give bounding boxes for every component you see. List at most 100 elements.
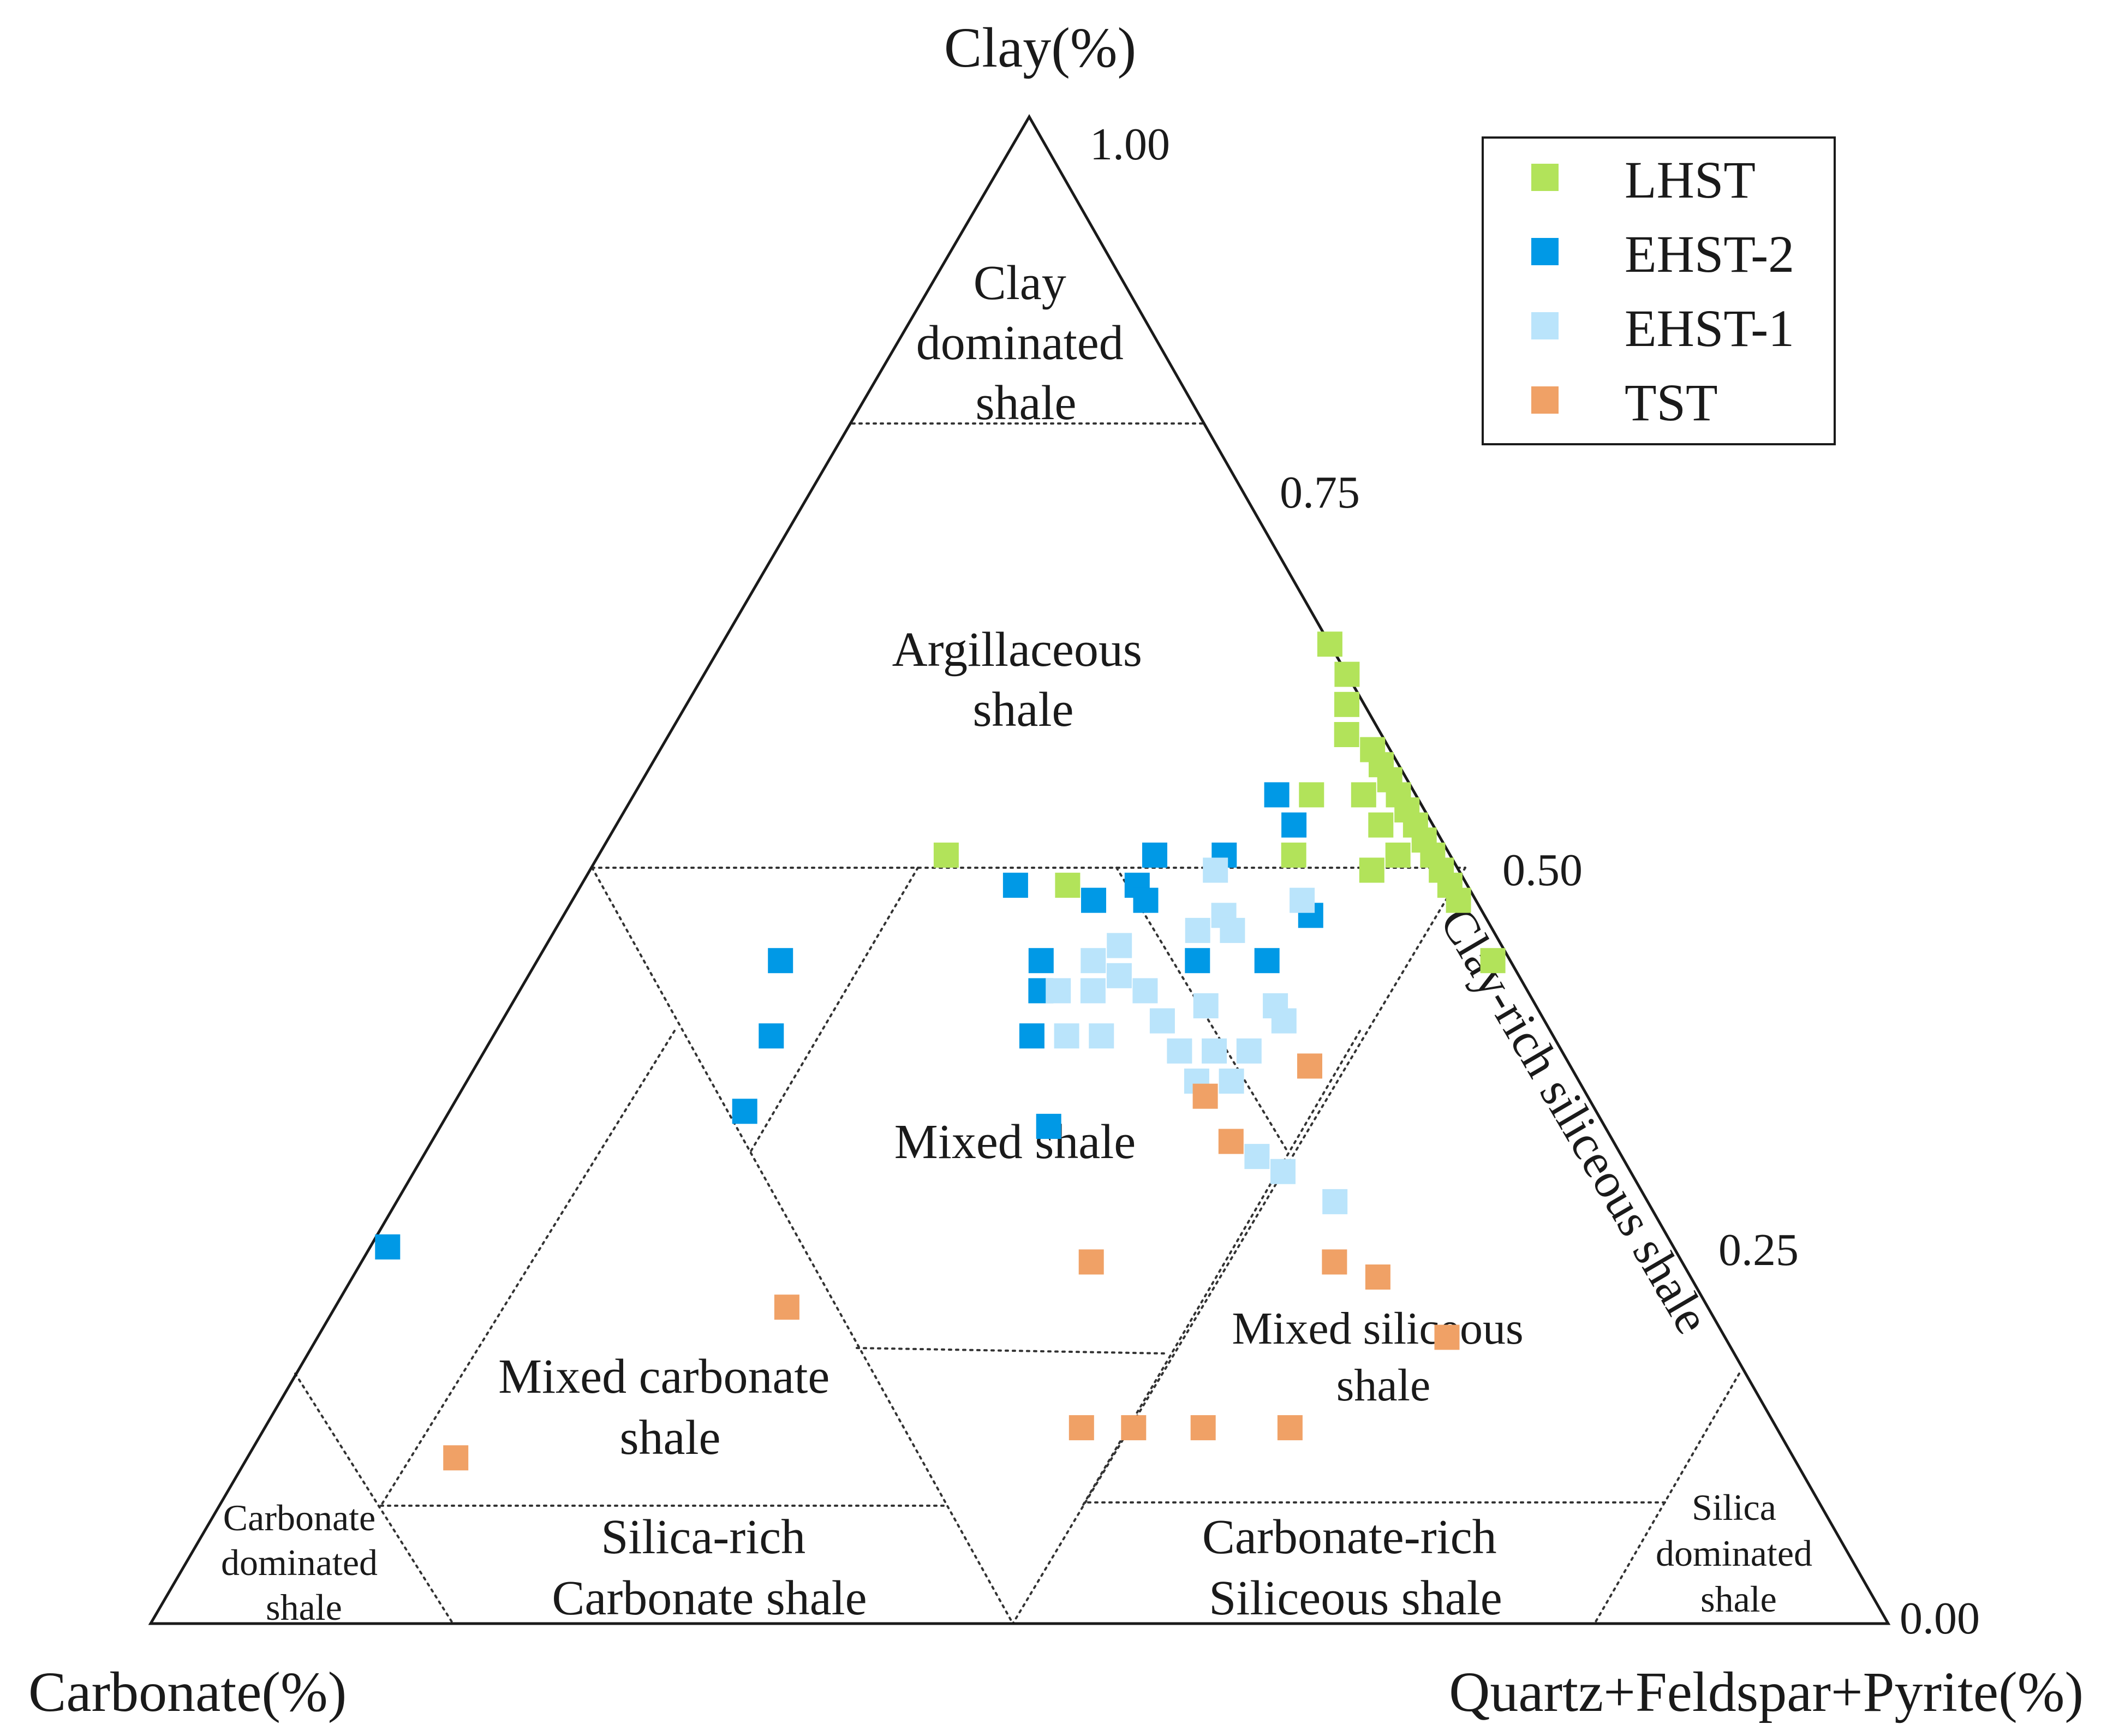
data-point-ehst-1 bbox=[1219, 1069, 1244, 1094]
data-point-lhst bbox=[1299, 782, 1324, 808]
data-point-lhst bbox=[1334, 691, 1359, 717]
data-point-lhst bbox=[1385, 842, 1411, 868]
data-point-ehst-1 bbox=[1220, 917, 1245, 943]
boundary-mixed-inner-left bbox=[591, 867, 1014, 1625]
region-label-carbonate-rich-siliceous: Carbonate-rich Siliceous shale bbox=[1202, 1510, 1509, 1625]
data-point-ehst-2 bbox=[732, 1099, 757, 1124]
data-point-ehst-2 bbox=[1036, 1113, 1061, 1139]
data-point-ehst-1 bbox=[1322, 1189, 1348, 1214]
data-point-tst bbox=[1069, 1415, 1094, 1441]
legend-label-lhst: LHST bbox=[1625, 151, 1756, 209]
data-points bbox=[375, 631, 1506, 1471]
data-point-tst bbox=[1277, 1415, 1303, 1441]
data-point-ehst-2 bbox=[759, 1023, 784, 1049]
tick-label: 0.50 bbox=[1502, 845, 1583, 896]
data-point-tst bbox=[1365, 1264, 1390, 1290]
tick-label: 0.25 bbox=[1718, 1225, 1799, 1275]
data-point-ehst-1 bbox=[1167, 1038, 1192, 1064]
data-point-ehst-1 bbox=[1107, 933, 1132, 958]
boundary-mixed-inner-right bbox=[1012, 867, 1466, 1625]
region-label-clay-rich-siliceous: Clay-rich siliceous shale bbox=[1430, 898, 1720, 1343]
boundary-siliceous-right bbox=[1082, 1030, 1361, 1507]
axis-title-top: Clay(%) bbox=[944, 16, 1136, 79]
data-point-lhst bbox=[1281, 842, 1306, 868]
region-label-carbonate-dominated: Carbonate dominated shale bbox=[221, 1497, 387, 1628]
data-point-ehst-1 bbox=[1185, 917, 1210, 943]
data-point-ehst-1 bbox=[1132, 978, 1158, 1004]
data-point-ehst-2 bbox=[1081, 887, 1106, 913]
axis-title-left: Carbonate(%) bbox=[28, 1661, 347, 1723]
data-point-lhst bbox=[1480, 948, 1506, 974]
boundary-mid-bottom bbox=[856, 1347, 1165, 1355]
axis-title-right: Quartz+Feldspar+Pyrite(%) bbox=[1449, 1661, 2084, 1723]
data-point-ehst-1 bbox=[1106, 963, 1132, 988]
data-point-ehst-2 bbox=[1002, 873, 1028, 898]
tick-label: 1.00 bbox=[1090, 119, 1170, 170]
data-point-tst bbox=[1218, 1129, 1244, 1154]
legend-label-tst: TST bbox=[1625, 373, 1718, 432]
region-label-clay-dominated: Clay dominated shale bbox=[916, 256, 1136, 430]
legend-swatch-lhst bbox=[1531, 164, 1559, 191]
data-point-lhst bbox=[1334, 661, 1360, 687]
data-point-ehst-1 bbox=[1193, 993, 1219, 1018]
data-point-tst bbox=[443, 1445, 469, 1471]
data-point-tst bbox=[1297, 1053, 1322, 1079]
data-point-ehst-2 bbox=[1133, 887, 1159, 913]
data-point-tst bbox=[774, 1294, 799, 1320]
data-point-ehst-2 bbox=[1019, 1023, 1044, 1049]
data-point-tst bbox=[1078, 1249, 1104, 1275]
data-point-ehst-2 bbox=[375, 1234, 401, 1260]
data-point-ehst-1 bbox=[1290, 887, 1315, 913]
tick-label: 0.00 bbox=[1900, 1593, 1980, 1644]
data-point-ehst-1 bbox=[1271, 1008, 1297, 1034]
data-point-tst bbox=[1322, 1249, 1347, 1275]
boundary-mixed-left bbox=[749, 867, 919, 1153]
region-label-silica-dominated: Silica dominated shale bbox=[1656, 1487, 1822, 1620]
data-point-ehst-1 bbox=[1203, 857, 1228, 883]
data-point-tst bbox=[1121, 1415, 1147, 1441]
data-point-tst bbox=[1192, 1083, 1218, 1109]
data-point-lhst bbox=[1359, 857, 1384, 883]
data-point-ehst-2 bbox=[1185, 948, 1210, 974]
legend: LHST EHST-2 EHST-1 TST bbox=[1482, 136, 1836, 445]
data-point-ehst-2 bbox=[1264, 782, 1290, 808]
data-point-lhst bbox=[1334, 722, 1359, 747]
data-point-ehst-1 bbox=[1046, 978, 1071, 1004]
legend-swatch-tst bbox=[1531, 386, 1559, 414]
data-point-ehst-2 bbox=[1281, 812, 1307, 838]
legend-label-ehst-2: EHST-2 bbox=[1625, 225, 1794, 283]
region-label-silica-rich-carbonate: Silica-rich Carbonate shale bbox=[552, 1510, 867, 1625]
data-point-ehst-1 bbox=[1270, 1159, 1296, 1184]
data-point-tst bbox=[1434, 1325, 1460, 1350]
data-point-ehst-2 bbox=[1254, 948, 1280, 974]
data-point-ehst-1 bbox=[1149, 1008, 1175, 1034]
data-point-lhst bbox=[1317, 631, 1342, 657]
legend-swatch-ehst-2 bbox=[1531, 238, 1559, 265]
data-point-ehst-2 bbox=[1142, 842, 1167, 868]
boundary-silica-dominated bbox=[1593, 1373, 1740, 1625]
data-point-tst bbox=[1190, 1415, 1216, 1441]
region-label-argillaceous: Argillaceous shale bbox=[892, 623, 1155, 737]
data-point-ehst-2 bbox=[1028, 948, 1054, 974]
data-point-lhst bbox=[1446, 887, 1471, 913]
data-point-ehst-1 bbox=[1081, 948, 1106, 974]
data-point-ehst-1 bbox=[1244, 1144, 1270, 1170]
data-point-ehst-1 bbox=[1054, 1023, 1079, 1049]
data-point-ehst-1 bbox=[1080, 978, 1106, 1004]
data-point-lhst bbox=[1368, 812, 1394, 838]
boundary-carbonate-left bbox=[380, 1030, 676, 1507]
data-point-ehst-1 bbox=[1236, 1038, 1262, 1064]
legend-swatch-ehst-1 bbox=[1531, 312, 1559, 339]
legend-label-ehst-1: EHST-1 bbox=[1625, 299, 1794, 357]
ternary-triangle bbox=[148, 114, 1891, 1625]
data-point-ehst-1 bbox=[1089, 1023, 1114, 1049]
region-label-mixed-carbonate: Mixed carbonate shale bbox=[498, 1350, 842, 1465]
data-point-ehst-1 bbox=[1202, 1038, 1227, 1064]
tick-label: 0.75 bbox=[1280, 467, 1360, 518]
boundary-carbonate-dominated bbox=[294, 1373, 454, 1625]
data-point-ehst-2 bbox=[768, 948, 793, 974]
region-label-mixed: Mixed shale bbox=[894, 1115, 1136, 1169]
region-label-mixed-siliceous: Mixed siliceous shale bbox=[1232, 1303, 1535, 1411]
data-point-lhst bbox=[1055, 873, 1081, 898]
